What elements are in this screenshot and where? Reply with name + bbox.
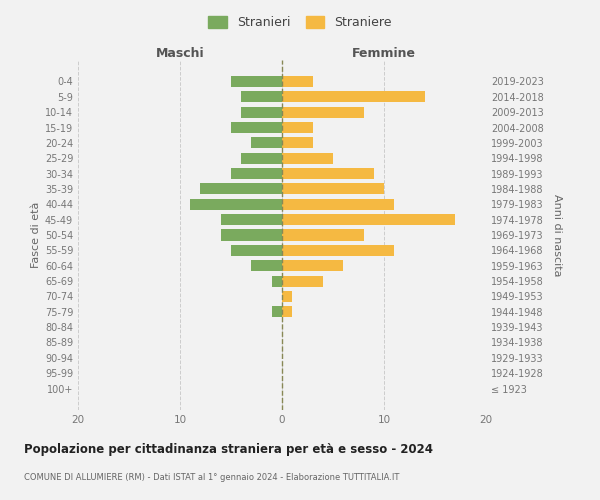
Bar xyxy=(251,138,282,148)
Bar xyxy=(282,291,292,302)
Bar xyxy=(241,92,282,102)
Bar xyxy=(221,214,282,225)
Y-axis label: Fasce di età: Fasce di età xyxy=(31,202,41,268)
Bar xyxy=(272,306,282,318)
Bar xyxy=(231,76,282,87)
Bar xyxy=(282,138,313,148)
Legend: Stranieri, Straniere: Stranieri, Straniere xyxy=(203,11,397,34)
Bar xyxy=(282,230,364,240)
Bar xyxy=(231,122,282,133)
Bar xyxy=(190,199,282,210)
Bar xyxy=(272,276,282,286)
Bar xyxy=(282,184,384,194)
Bar xyxy=(282,106,364,118)
Bar xyxy=(282,152,333,164)
Bar xyxy=(282,276,323,286)
Bar xyxy=(231,245,282,256)
Bar xyxy=(241,106,282,118)
Bar xyxy=(282,306,292,318)
Bar xyxy=(282,245,394,256)
Bar xyxy=(282,260,343,271)
Text: Maschi: Maschi xyxy=(155,47,205,60)
Bar xyxy=(231,168,282,179)
Bar xyxy=(282,168,374,179)
Bar xyxy=(282,76,313,87)
Bar xyxy=(200,184,282,194)
Text: Femmine: Femmine xyxy=(352,47,416,60)
Text: Popolazione per cittadinanza straniera per età e sesso - 2024: Popolazione per cittadinanza straniera p… xyxy=(24,442,433,456)
Bar xyxy=(282,199,394,210)
Y-axis label: Anni di nascita: Anni di nascita xyxy=(552,194,562,276)
Bar xyxy=(282,214,455,225)
Text: COMUNE DI ALLUMIERE (RM) - Dati ISTAT al 1° gennaio 2024 - Elaborazione TUTTITAL: COMUNE DI ALLUMIERE (RM) - Dati ISTAT al… xyxy=(24,472,400,482)
Bar xyxy=(282,122,313,133)
Bar xyxy=(251,260,282,271)
Bar xyxy=(241,152,282,164)
Bar xyxy=(221,230,282,240)
Bar xyxy=(282,92,425,102)
